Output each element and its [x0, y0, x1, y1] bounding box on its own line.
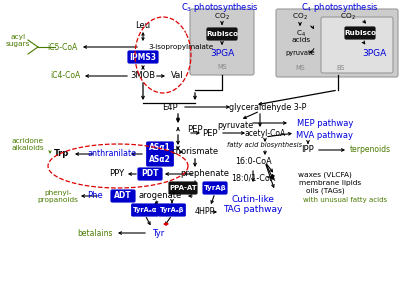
- Text: acids: acids: [292, 37, 310, 43]
- Text: PDT: PDT: [141, 169, 159, 179]
- Text: TyrAₐα: TyrAₐα: [133, 207, 157, 213]
- Text: Rubisco: Rubisco: [344, 30, 376, 36]
- Text: fatty acid biosynthesis: fatty acid biosynthesis: [227, 142, 303, 148]
- Text: prephenate: prephenate: [180, 169, 229, 179]
- Text: IPP: IPP: [302, 146, 314, 155]
- Text: PPA-AT: PPA-AT: [169, 185, 197, 191]
- FancyBboxPatch shape: [146, 142, 174, 154]
- Text: TyrAβ: TyrAβ: [204, 185, 227, 191]
- Text: ADT: ADT: [114, 191, 132, 201]
- Text: CO$_2$: CO$_2$: [340, 12, 356, 22]
- Text: pyruvate: pyruvate: [285, 50, 315, 56]
- Text: MEP pathway: MEP pathway: [297, 118, 353, 127]
- Text: MS: MS: [217, 64, 227, 70]
- Text: terpenoids: terpenoids: [349, 146, 391, 155]
- FancyBboxPatch shape: [207, 28, 237, 40]
- Text: arogenate: arogenate: [138, 191, 182, 201]
- Text: Tyr: Tyr: [152, 228, 164, 237]
- FancyBboxPatch shape: [146, 154, 174, 166]
- Text: 16:0-CoA: 16:0-CoA: [235, 158, 271, 166]
- Text: PEP: PEP: [202, 129, 218, 138]
- Text: chorismate: chorismate: [172, 147, 219, 157]
- Text: acetyl-CoA: acetyl-CoA: [244, 129, 286, 138]
- Text: iC5-CoA: iC5-CoA: [47, 43, 77, 52]
- Text: glyceraldehyde 3-P: glyceraldehyde 3-P: [229, 102, 307, 111]
- Text: oils (TAGs): oils (TAGs): [306, 188, 344, 194]
- FancyBboxPatch shape: [345, 27, 375, 39]
- Text: BS: BS: [337, 65, 345, 71]
- Text: with unusual fatty acids: with unusual fatty acids: [303, 197, 387, 203]
- FancyBboxPatch shape: [169, 182, 197, 194]
- Text: Leu: Leu: [136, 21, 150, 30]
- Text: betalains: betalains: [77, 228, 113, 237]
- FancyBboxPatch shape: [190, 9, 254, 75]
- Text: acyl: acyl: [10, 34, 26, 40]
- FancyBboxPatch shape: [128, 51, 158, 63]
- Text: CO$_2$: CO$_2$: [292, 12, 308, 22]
- Text: pyruvate: pyruvate: [217, 120, 253, 129]
- Text: iC4-CoA: iC4-CoA: [50, 72, 80, 80]
- FancyBboxPatch shape: [138, 168, 162, 180]
- Text: acridone: acridone: [12, 138, 44, 144]
- Text: 3PGA: 3PGA: [210, 49, 234, 58]
- Text: alkaloids: alkaloids: [12, 145, 45, 151]
- FancyBboxPatch shape: [158, 204, 186, 216]
- Text: IPMS3: IPMS3: [130, 52, 156, 61]
- Text: MS: MS: [295, 65, 305, 71]
- FancyBboxPatch shape: [131, 204, 159, 216]
- Text: ASα2: ASα2: [149, 155, 171, 164]
- Text: 3-isopropylmalate: 3-isopropylmalate: [148, 44, 213, 50]
- Text: anthranilate: anthranilate: [87, 149, 137, 158]
- Text: Trp: Trp: [55, 149, 70, 158]
- FancyBboxPatch shape: [321, 17, 393, 73]
- Text: membrane lipids: membrane lipids: [299, 180, 361, 186]
- Text: CO$_2$: CO$_2$: [214, 12, 230, 22]
- Text: MVA pathway: MVA pathway: [296, 131, 354, 140]
- Text: C$_4$ photosynthesis: C$_4$ photosynthesis: [301, 1, 379, 14]
- Text: Rubisco: Rubisco: [206, 31, 238, 37]
- Text: waxes (VLCFA): waxes (VLCFA): [298, 172, 352, 178]
- Text: ASα1: ASα1: [149, 144, 171, 153]
- FancyBboxPatch shape: [276, 9, 398, 77]
- Text: TAG pathway: TAG pathway: [223, 206, 283, 215]
- Text: Val: Val: [171, 72, 183, 80]
- Text: Cutin-like: Cutin-like: [231, 195, 275, 204]
- Text: sugars: sugars: [6, 41, 30, 47]
- Text: propanoids: propanoids: [38, 197, 79, 203]
- FancyBboxPatch shape: [111, 190, 135, 202]
- Text: C$_3$ photosynthesis: C$_3$ photosynthesis: [181, 1, 259, 14]
- Text: PEP: PEP: [187, 125, 203, 135]
- Text: phenyl-: phenyl-: [44, 190, 72, 196]
- Text: 4HPP: 4HPP: [195, 208, 215, 217]
- Text: 18:0/1-CoA: 18:0/1-CoA: [231, 173, 275, 182]
- Text: 3MOB: 3MOB: [130, 72, 156, 80]
- Text: TyrAₐβ: TyrAₐβ: [160, 207, 184, 213]
- FancyBboxPatch shape: [203, 182, 227, 194]
- Text: PPY: PPY: [109, 169, 125, 179]
- Text: 3PGA: 3PGA: [362, 49, 386, 58]
- Text: C$_4$: C$_4$: [296, 29, 306, 39]
- Text: E4P: E4P: [162, 102, 178, 111]
- Text: Phe: Phe: [87, 191, 103, 201]
